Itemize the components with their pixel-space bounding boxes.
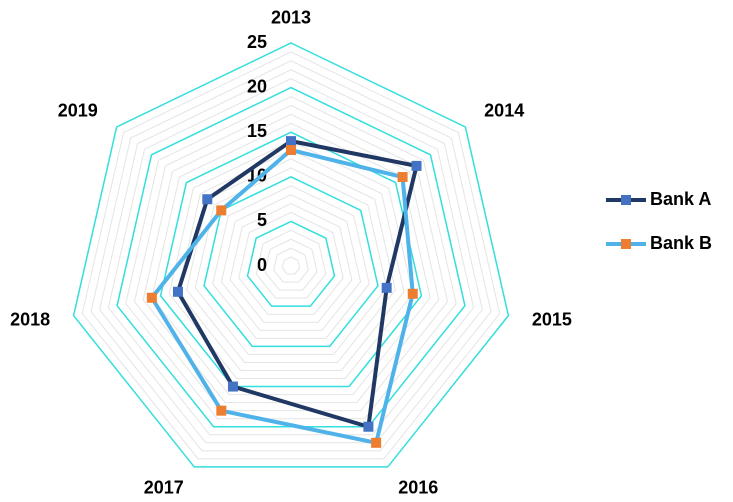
- minor-grid: [99, 69, 483, 444]
- minor-grid: [220, 194, 362, 331]
- minor-grid: [107, 78, 475, 436]
- legend-label: Bank B: [650, 233, 712, 253]
- marker: [363, 421, 374, 432]
- minor-grid: [273, 247, 309, 283]
- minor-grid: [255, 229, 327, 299]
- marker: [286, 145, 296, 156]
- minor-grid: [212, 185, 370, 339]
- marker: [202, 194, 213, 205]
- minor-grid: [229, 203, 353, 323]
- tick-label: 0: [257, 255, 267, 275]
- minor-grid: [81, 51, 501, 460]
- marker: [371, 437, 382, 448]
- series-line: [149, 148, 415, 445]
- minor-grid: [281, 256, 301, 275]
- minor-grid: [194, 167, 388, 355]
- category-label: 2014: [484, 101, 524, 121]
- tick-label: 15: [247, 121, 267, 141]
- category-label: 2015: [532, 310, 572, 330]
- tick-label: 25: [247, 32, 267, 52]
- grid-line: [159, 131, 423, 388]
- marker: [381, 282, 392, 293]
- marker: [397, 172, 408, 183]
- marker: [286, 136, 296, 147]
- legend-marker: [621, 239, 631, 249]
- marker: [172, 286, 183, 297]
- minor-grid: [168, 140, 414, 380]
- minor-grid: [238, 211, 344, 315]
- minor-grid: [133, 104, 449, 412]
- marker: [407, 288, 418, 299]
- series-line: [175, 139, 419, 429]
- marker: [216, 405, 227, 416]
- minor-grid: [264, 238, 318, 291]
- category-label: 2016: [398, 477, 438, 497]
- category-label: 2017: [144, 477, 184, 497]
- grid-line: [72, 42, 510, 468]
- grid-line: [246, 220, 336, 307]
- marker: [216, 205, 227, 216]
- category-label: 2013: [271, 8, 311, 28]
- marker: [411, 160, 422, 171]
- minor-grid: [177, 149, 405, 371]
- legend-marker: [621, 195, 631, 205]
- category-label: 2019: [58, 101, 98, 121]
- minor-grid: [125, 95, 457, 420]
- marker: [227, 381, 238, 392]
- category-label: 2018: [10, 310, 50, 330]
- legend-label: Bank A: [650, 189, 711, 209]
- tick-label: 5: [257, 210, 267, 230]
- marker: [146, 292, 157, 303]
- grid-line: [203, 175, 379, 348]
- tick-label: 20: [247, 76, 267, 96]
- minor-grid: [90, 60, 492, 452]
